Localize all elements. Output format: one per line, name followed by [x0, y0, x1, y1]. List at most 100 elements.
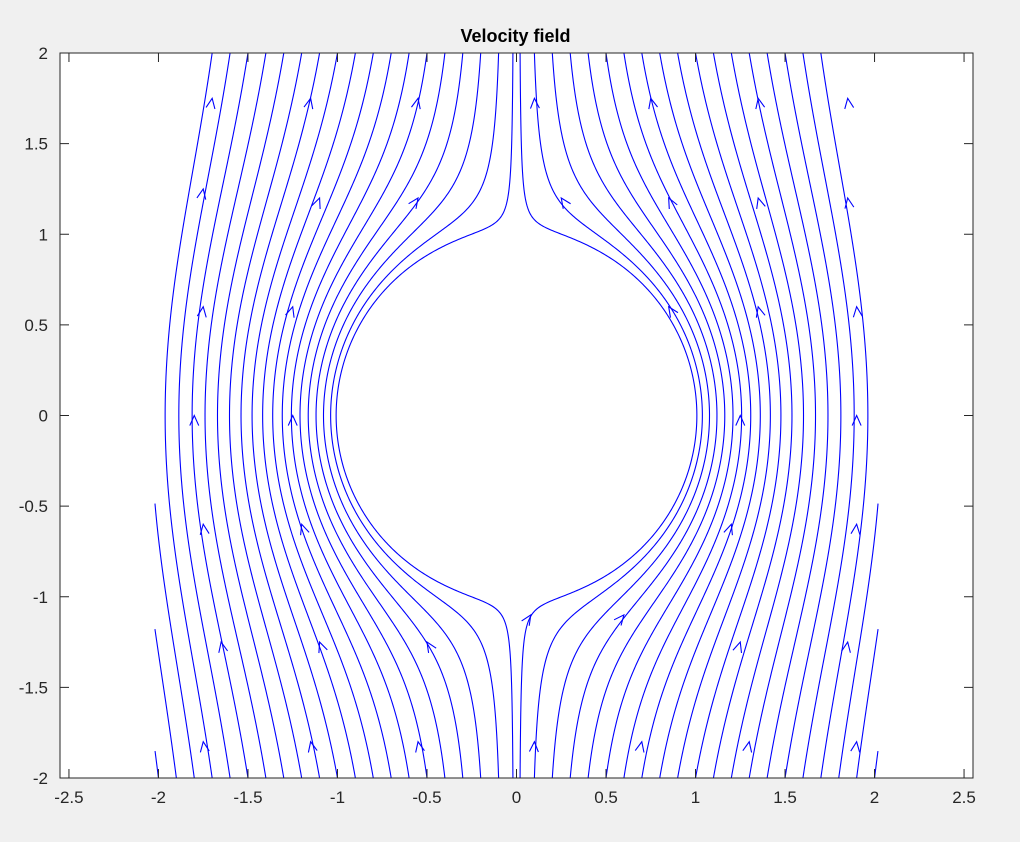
arrowhead-36 — [303, 96, 314, 110]
y-tick-label: -1.5 — [19, 678, 48, 697]
arrowhead-2 — [307, 740, 318, 753]
streamline-26 — [587, 52, 726, 779]
streamline-7 — [204, 52, 267, 779]
arrowhead-17 — [723, 522, 733, 536]
streamline-arrows — [189, 96, 863, 753]
streamline-17 — [307, 52, 446, 779]
x-tick-label: 2 — [870, 788, 879, 807]
streamline-24 — [551, 52, 711, 779]
streamline-1 — [154, 750, 160, 779]
arrowhead-30 — [408, 196, 419, 209]
streamline-19 — [322, 52, 482, 779]
arrowhead-18 — [850, 522, 861, 535]
arrowhead-25 — [667, 305, 679, 318]
streamline-28 — [623, 52, 743, 779]
x-tick-label: -0.5 — [412, 788, 441, 807]
arrowhead-37 — [411, 96, 421, 110]
streamline-40 — [838, 503, 879, 779]
arrowhead-14 — [841, 640, 851, 653]
streamline-37 — [784, 52, 842, 779]
y-tick-label: 1 — [39, 225, 48, 244]
streamline-38 — [802, 52, 855, 779]
arrowhead-26 — [755, 305, 766, 318]
x-tick-label: -2.5 — [54, 788, 83, 807]
x-tick-label: 1.5 — [773, 788, 797, 807]
arrowhead-5 — [634, 740, 645, 753]
arrowhead-9 — [318, 640, 328, 654]
y-tick-label: -2 — [33, 769, 48, 788]
y-tick-label: 1.5 — [24, 135, 48, 154]
arrowhead-13 — [732, 640, 743, 654]
x-tick-label: 2.5 — [952, 788, 976, 807]
streamline-41 — [856, 629, 879, 779]
arrowhead-20 — [287, 414, 298, 426]
streamline-13 — [272, 52, 374, 779]
streamline-20 — [330, 52, 500, 779]
arrowhead-23 — [196, 305, 207, 318]
streamline-15 — [290, 52, 410, 779]
streamline-6 — [191, 52, 249, 779]
arrowhead-27 — [852, 305, 863, 318]
arrowhead-31 — [560, 196, 571, 209]
y-tick-label: 0.5 — [24, 316, 48, 335]
streamline-22 — [519, 52, 698, 779]
streamline-30 — [659, 52, 761, 779]
streamline-5 — [178, 52, 231, 779]
streamline-39 — [820, 52, 869, 779]
arrowhead-8 — [218, 640, 229, 653]
streamline-21 — [335, 52, 514, 779]
streamline-11 — [251, 52, 339, 779]
streamline-2 — [154, 629, 177, 779]
streamline-31 — [676, 52, 771, 779]
streamline-23 — [533, 52, 703, 779]
streamline-8 — [216, 52, 285, 779]
arrowhead-10 — [426, 640, 437, 654]
streamline-27 — [605, 52, 734, 779]
streamline-18 — [315, 52, 464, 779]
x-tick-label: 1 — [691, 788, 700, 807]
streamline-14 — [281, 52, 392, 779]
streamline-32 — [694, 52, 782, 779]
streamline-35 — [748, 52, 817, 779]
streamline-34 — [730, 52, 805, 779]
y-tick-label: -1 — [33, 588, 48, 607]
arrowhead-34 — [844, 196, 855, 209]
streamline-10 — [240, 52, 321, 779]
arrowhead-4 — [528, 740, 539, 753]
y-tick-label: 0 — [39, 407, 48, 426]
arrowhead-22 — [851, 414, 862, 426]
streamline-29 — [641, 52, 752, 779]
streamline-9 — [228, 52, 303, 779]
arrowhead-15 — [199, 522, 210, 535]
arrowhead-33 — [756, 196, 766, 209]
streamline-33 — [712, 52, 793, 779]
x-axis: -2.5 -2 -1.5 -1 -0.5 0 0.5 1 1.5 2 2.5 — [54, 53, 976, 807]
x-tick-label: -2 — [151, 788, 166, 807]
streamline-3 — [154, 503, 195, 779]
x-tick-label: 0 — [512, 788, 521, 807]
streamline-42 — [873, 750, 879, 779]
arrowhead-19 — [189, 414, 200, 426]
axes-background — [60, 53, 973, 778]
arrowhead-21 — [735, 414, 746, 426]
arrowhead-28 — [196, 187, 207, 200]
arrowhead-7 — [850, 740, 861, 753]
streamline-4 — [164, 52, 213, 779]
x-tick-label: -1 — [330, 788, 345, 807]
arrowhead-35 — [205, 96, 216, 110]
arrowhead-1 — [199, 740, 210, 753]
arrowhead-12 — [613, 613, 625, 626]
y-tick-label: 2 — [39, 44, 48, 63]
arrowhead-24 — [285, 305, 295, 318]
y-tick-label: -0.5 — [19, 497, 48, 516]
arrowhead-41 — [844, 96, 855, 110]
arrowhead-38 — [529, 96, 540, 109]
arrowhead-32 — [668, 196, 678, 210]
streamline-36 — [766, 52, 829, 779]
y-axis: -2 -1.5 -1 -0.5 0 0.5 1 1.5 2 — [19, 44, 973, 788]
arrowhead-3 — [415, 740, 425, 753]
arrowhead-29 — [311, 196, 321, 210]
streamline-12 — [262, 52, 357, 779]
arrowhead-39 — [648, 97, 658, 110]
